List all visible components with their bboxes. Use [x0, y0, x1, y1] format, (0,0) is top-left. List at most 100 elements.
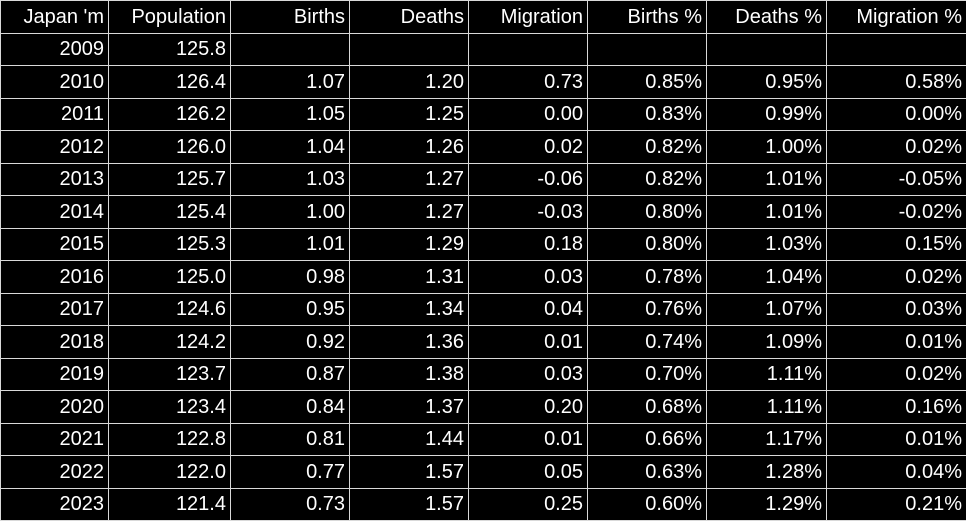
data-cell[interactable]: 0.74%	[588, 326, 707, 359]
data-cell[interactable]: 1.27	[350, 163, 469, 196]
year-cell[interactable]: 2021	[1, 423, 109, 456]
data-cell[interactable]: 126.4	[109, 66, 231, 99]
data-cell[interactable]: 1.38	[350, 358, 469, 391]
data-cell[interactable]: 0.21%	[827, 488, 966, 521]
data-cell[interactable]: 0.99%	[707, 98, 827, 131]
data-cell[interactable]: 1.11%	[707, 358, 827, 391]
data-cell[interactable]: 0.98	[231, 261, 350, 294]
year-cell[interactable]: 2022	[1, 456, 109, 489]
data-cell[interactable]: 0.04	[469, 293, 588, 326]
data-cell[interactable]: 1.03%	[707, 228, 827, 261]
year-cell[interactable]: 2013	[1, 163, 109, 196]
data-cell[interactable]: 126.0	[109, 131, 231, 164]
data-cell[interactable]: 1.36	[350, 326, 469, 359]
data-cell[interactable]: 0.83%	[588, 98, 707, 131]
data-cell[interactable]: 1.09%	[707, 326, 827, 359]
data-cell[interactable]: -0.03	[469, 196, 588, 229]
data-cell[interactable]: 1.04%	[707, 261, 827, 294]
data-cell[interactable]: 0.73	[469, 66, 588, 99]
data-cell[interactable]: 124.2	[109, 326, 231, 359]
data-cell[interactable]: 1.07	[231, 66, 350, 99]
data-cell[interactable]: 1.29	[350, 228, 469, 261]
data-cell[interactable]: 1.20	[350, 66, 469, 99]
year-cell[interactable]: 2023	[1, 488, 109, 521]
data-cell[interactable]: 122.0	[109, 456, 231, 489]
year-cell[interactable]: 2009	[1, 33, 109, 66]
data-cell[interactable]: 0.02%	[827, 358, 966, 391]
data-cell[interactable]: 125.8	[109, 33, 231, 66]
data-cell[interactable]: 0.95%	[707, 66, 827, 99]
data-cell[interactable]	[469, 33, 588, 66]
data-cell[interactable]	[827, 33, 966, 66]
data-cell[interactable]: 0.92	[231, 326, 350, 359]
year-cell[interactable]: 2010	[1, 66, 109, 99]
year-cell[interactable]: 2017	[1, 293, 109, 326]
data-cell[interactable]: 0.73	[231, 488, 350, 521]
data-cell[interactable]	[707, 33, 827, 66]
data-cell[interactable]: 125.7	[109, 163, 231, 196]
data-cell[interactable]: 122.8	[109, 423, 231, 456]
data-cell[interactable]: 125.0	[109, 261, 231, 294]
data-cell[interactable]: -0.05%	[827, 163, 966, 196]
year-cell[interactable]: 2020	[1, 391, 109, 424]
data-cell[interactable]: -0.06	[469, 163, 588, 196]
data-cell[interactable]: 1.26	[350, 131, 469, 164]
data-cell[interactable]: 124.6	[109, 293, 231, 326]
data-cell[interactable]: 1.03	[231, 163, 350, 196]
data-cell[interactable]: 0.02%	[827, 131, 966, 164]
column-header-cell[interactable]: Deaths	[350, 1, 469, 34]
data-cell[interactable]: 1.04	[231, 131, 350, 164]
data-cell[interactable]: 1.05	[231, 98, 350, 131]
data-cell[interactable]: 0.02%	[827, 261, 966, 294]
data-cell[interactable]: 1.31	[350, 261, 469, 294]
data-cell[interactable]: 0.77	[231, 456, 350, 489]
column-header-cell[interactable]: Japan 'm	[1, 1, 109, 34]
data-cell[interactable]: 1.01%	[707, 196, 827, 229]
data-cell[interactable]: 0.00%	[827, 98, 966, 131]
data-cell[interactable]: 1.17%	[707, 423, 827, 456]
column-header-cell[interactable]: Population	[109, 1, 231, 34]
data-cell[interactable]: 0.84	[231, 391, 350, 424]
year-cell[interactable]: 2014	[1, 196, 109, 229]
data-cell[interactable]: 0.02	[469, 131, 588, 164]
year-cell[interactable]: 2012	[1, 131, 109, 164]
data-cell[interactable]: 1.01%	[707, 163, 827, 196]
data-cell[interactable]: 0.82%	[588, 163, 707, 196]
year-cell[interactable]: 2018	[1, 326, 109, 359]
data-cell[interactable]: 121.4	[109, 488, 231, 521]
column-header-cell[interactable]: Migration	[469, 1, 588, 34]
data-cell[interactable]	[588, 33, 707, 66]
data-cell[interactable]: 1.44	[350, 423, 469, 456]
data-cell[interactable]: 0.03	[469, 358, 588, 391]
data-cell[interactable]: 0.25	[469, 488, 588, 521]
data-cell[interactable]: 0.80%	[588, 228, 707, 261]
data-cell[interactable]: 1.07%	[707, 293, 827, 326]
data-cell[interactable]: 123.7	[109, 358, 231, 391]
data-cell[interactable]: 0.03%	[827, 293, 966, 326]
year-cell[interactable]: 2011	[1, 98, 109, 131]
data-cell[interactable]: 123.4	[109, 391, 231, 424]
data-cell[interactable]: 0.00	[469, 98, 588, 131]
column-header-cell[interactable]: Births %	[588, 1, 707, 34]
data-cell[interactable]: 1.37	[350, 391, 469, 424]
year-cell[interactable]: 2019	[1, 358, 109, 391]
data-cell[interactable]: 1.11%	[707, 391, 827, 424]
data-cell[interactable]: 0.82%	[588, 131, 707, 164]
data-cell[interactable]: 1.00	[231, 196, 350, 229]
data-cell[interactable]: 1.01	[231, 228, 350, 261]
data-cell[interactable]: 0.58%	[827, 66, 966, 99]
data-cell[interactable]: 126.2	[109, 98, 231, 131]
data-cell[interactable]: 0.76%	[588, 293, 707, 326]
year-cell[interactable]: 2016	[1, 261, 109, 294]
data-cell[interactable]: 0.05	[469, 456, 588, 489]
data-cell[interactable]: 1.27	[350, 196, 469, 229]
data-cell[interactable]: 0.80%	[588, 196, 707, 229]
data-cell[interactable]: 0.85%	[588, 66, 707, 99]
data-cell[interactable]: 0.78%	[588, 261, 707, 294]
data-cell[interactable]: 0.18	[469, 228, 588, 261]
data-cell[interactable]: 0.70%	[588, 358, 707, 391]
data-cell[interactable]: 1.57	[350, 488, 469, 521]
data-cell[interactable]: 0.01	[469, 326, 588, 359]
column-header-cell[interactable]: Migration %	[827, 1, 966, 34]
data-cell[interactable]: 0.03	[469, 261, 588, 294]
